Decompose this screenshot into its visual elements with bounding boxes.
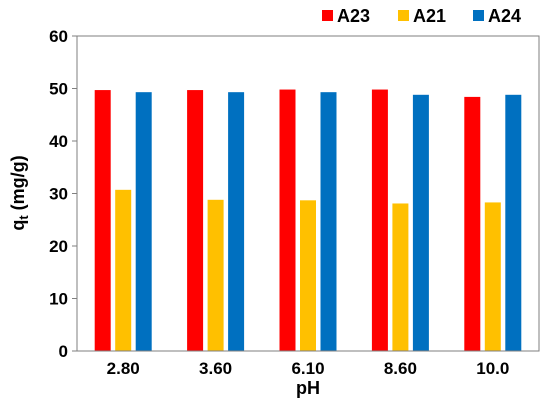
legend: A23 A21 A24 [322, 6, 521, 26]
bar-a24-0 [135, 92, 152, 352]
y-axis-title-unit: (mg/g) [8, 155, 28, 215]
bar-a24-4 [505, 94, 522, 352]
y-tick-label: 30 [49, 185, 68, 204]
y-axis-title-main: q [8, 220, 28, 231]
bar-a24-3 [412, 94, 429, 352]
x-tick-label: 3.60 [199, 359, 232, 378]
legend-label-a21: A21 [413, 6, 446, 26]
y-tick-label: 0 [59, 342, 68, 361]
plot-frame [76, 35, 540, 352]
bar-a23-0 [94, 90, 111, 351]
legend-label-a23: A23 [337, 6, 370, 26]
bar-a24-2 [320, 92, 337, 352]
y-tick-label: 20 [49, 237, 68, 256]
bar-a23-4 [464, 96, 481, 352]
bar-a23-3 [371, 89, 388, 352]
x-axis-title: pH [296, 378, 320, 398]
x-tick-label: 2.80 [107, 359, 140, 378]
bar-a21-3 [392, 203, 409, 351]
y-tick-label: 40 [49, 132, 68, 151]
legend-swatch-a23 [322, 10, 333, 21]
x-tick-label: 8.60 [384, 359, 417, 378]
bar-a21-1 [207, 199, 224, 351]
bar-a24-1 [228, 92, 245, 352]
y-tick-label: 10 [49, 290, 68, 309]
y-axis-title-subscript: t [16, 215, 31, 220]
legend-label-a24: A24 [488, 6, 521, 26]
y-tick-label: 50 [49, 80, 68, 99]
y-axis-title: qt (mg/g) [8, 155, 31, 230]
y-tick-label: 60 [49, 27, 68, 46]
bar-a23-1 [187, 90, 204, 351]
bar-a21-0 [115, 189, 132, 351]
y-axis-ticks: 0 10 20 30 40 50 60 [49, 27, 77, 361]
bars [94, 89, 522, 352]
legend-swatch-a21 [398, 10, 409, 21]
bar-a23-2 [279, 89, 296, 352]
legend-swatch-a24 [473, 10, 484, 21]
x-tick-label: 10.0 [476, 359, 509, 378]
bar-a21-4 [484, 202, 501, 351]
bar-a21-2 [300, 200, 316, 351]
x-axis-ticks: 2.80 3.60 6.10 8.60 10.0 [107, 359, 510, 378]
x-tick-label: 6.10 [291, 359, 324, 378]
